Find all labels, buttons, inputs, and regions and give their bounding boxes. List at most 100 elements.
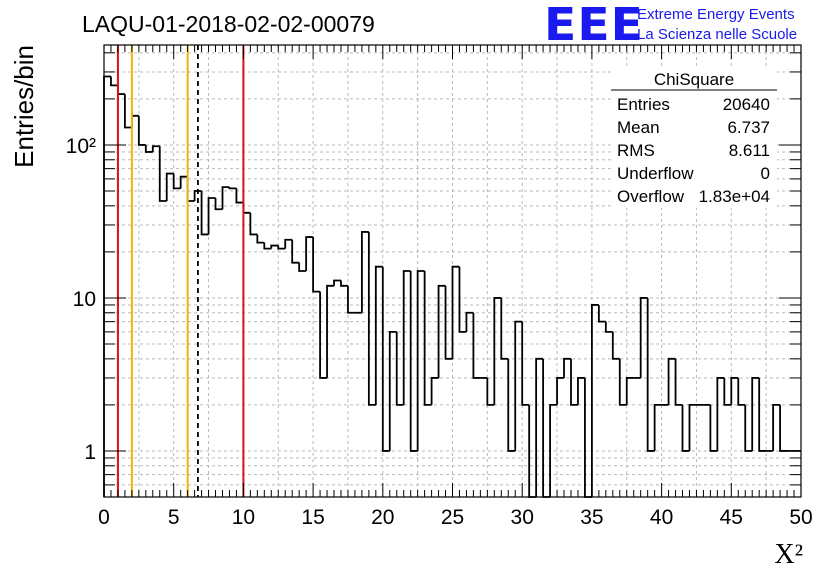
histogram-bin	[493, 297, 502, 405]
histogram-bin	[737, 377, 746, 406]
x-axis-label: X²	[774, 539, 803, 570]
histogram-bin	[263, 242, 272, 250]
histogram-bin	[333, 279, 341, 286]
histogram-bin	[688, 403, 697, 451]
histogram-bin	[458, 266, 467, 333]
histogram-bin	[500, 297, 509, 360]
histogram-bin	[604, 321, 613, 333]
histogram-bin	[277, 245, 286, 250]
stats-box: ChiSquare Entries 20640 Mean 6.737 RMS 8.611 U…	[611, 68, 777, 208]
histogram-bin	[249, 212, 258, 236]
chart-title: LAQU-01-2018-02-02-00079	[82, 11, 375, 37]
stats-row-label: Entries	[617, 95, 670, 114]
stats-box-frame	[611, 68, 777, 208]
reference-lines	[116, 45, 245, 497]
histogram-bin	[270, 244, 279, 249]
stats-row-label: Overflow	[617, 187, 685, 206]
histogram-bin	[437, 284, 446, 378]
y-tick-label: 10²	[66, 135, 96, 158]
x-tick-label: 50	[789, 506, 812, 529]
histogram-bin	[472, 312, 481, 379]
histogram-bin	[709, 404, 718, 452]
x-tick-label: 25	[441, 506, 464, 529]
y-tick-label: 1	[84, 441, 96, 464]
stats-row-label: Mean	[617, 118, 660, 137]
histogram-bin	[653, 403, 662, 451]
stats-row-label: Underflow	[617, 164, 694, 183]
histogram-bin	[200, 190, 209, 236]
stats-title: ChiSquare	[654, 70, 734, 89]
histogram-bin	[646, 297, 655, 452]
histogram-bin	[388, 330, 397, 451]
histogram-bin	[465, 311, 474, 332]
histogram-bin	[193, 190, 202, 202]
x-tick-label: 20	[371, 506, 394, 529]
x-axis: 0 5 10 15 20 25 30 35 40 45 50	[98, 45, 813, 529]
eee-logo-mark: EEE	[544, 0, 644, 51]
histogram-bin	[611, 331, 620, 360]
histogram-bin	[151, 145, 160, 152]
histogram-bin	[347, 285, 355, 314]
histogram-bin	[158, 146, 167, 202]
histogram-bin	[172, 173, 181, 190]
histogram-bin	[409, 271, 418, 452]
histogram-bin	[667, 357, 676, 405]
histogram-bin	[416, 270, 425, 451]
histogram-bin	[165, 172, 174, 202]
histogram-bin	[514, 320, 523, 451]
x-tick-label: 0	[98, 506, 110, 529]
histogram-bin	[597, 304, 606, 323]
histogram-bin	[423, 271, 432, 406]
x-tick-label: 15	[301, 506, 324, 529]
logo-text-line2: La Scienza nelle Scuole	[637, 26, 798, 43]
histogram-bin	[360, 231, 369, 313]
histogram-bin	[144, 144, 153, 153]
x-tick-label: 40	[650, 506, 673, 529]
stats-row-value: 20640	[723, 95, 770, 114]
histogram-bin	[563, 357, 571, 378]
histogram-bin	[319, 291, 328, 379]
histogram-bin	[751, 377, 760, 451]
histogram-bin	[256, 234, 265, 244]
histogram-bin	[716, 377, 725, 451]
histogram-bin	[625, 377, 634, 405]
histogram-bin	[591, 304, 599, 497]
histogram-bin	[402, 270, 411, 405]
histogram-bin	[312, 237, 321, 293]
histogram-bin	[367, 231, 376, 406]
histogram-bin	[430, 377, 439, 405]
histogram-bin	[305, 236, 314, 271]
histogram-bin	[235, 188, 244, 204]
histogram-bin	[758, 377, 767, 452]
stats-row-value: 0	[761, 164, 770, 183]
histogram-bin	[395, 331, 404, 406]
histogram-bin	[521, 321, 530, 406]
histogram-bin	[291, 239, 300, 264]
stats-row-value: 6.737	[727, 118, 770, 137]
histogram-bin	[381, 266, 390, 452]
stats-row-value: 8.611	[729, 141, 770, 160]
histogram-bin	[374, 265, 383, 405]
y-axis-label: Entries/bin	[9, 45, 39, 168]
histogram-bin	[772, 403, 781, 451]
histogram-bin	[207, 197, 216, 235]
histogram-bin	[221, 186, 230, 210]
histogram-bin	[570, 358, 578, 406]
x-tick-label: 45	[720, 506, 743, 529]
histogram-bin	[340, 280, 348, 287]
y-axis: 1 10 10²	[66, 52, 801, 486]
stats-rows: Entries 20640 Mean 6.737 RMS 8.611 Underflow 0 O…	[617, 95, 770, 206]
histogram-bin	[486, 377, 495, 406]
histogram-bin	[556, 377, 565, 405]
histogram-bin	[639, 297, 648, 378]
histogram-bin	[549, 403, 558, 497]
histogram-bin	[535, 357, 544, 497]
histogram-bin	[284, 238, 293, 249]
histogram-bin	[674, 358, 683, 406]
x-tick-label: 30	[511, 506, 534, 529]
histogram-bin	[110, 76, 118, 87]
histogram-bin	[228, 187, 237, 190]
y-tick-label: 10	[73, 288, 96, 311]
histogram-bin	[137, 115, 146, 146]
